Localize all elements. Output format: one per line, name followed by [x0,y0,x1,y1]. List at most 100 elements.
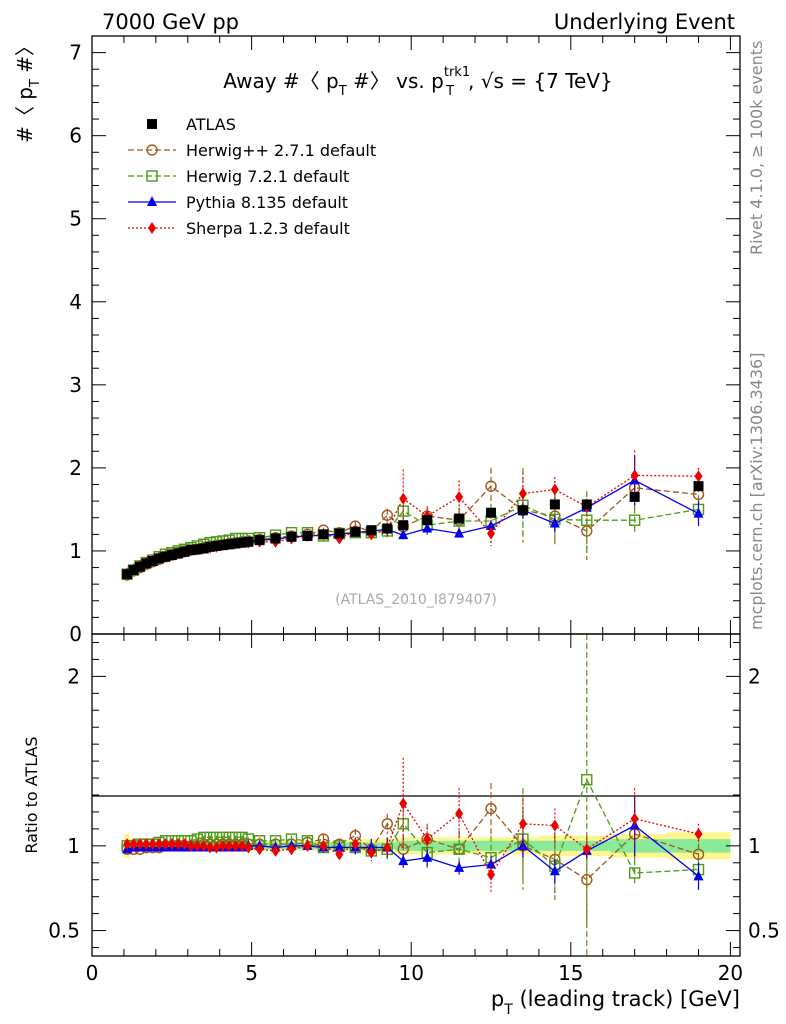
ratio-sherpa-point [630,812,639,825]
ratio-sherpa-point [155,838,164,851]
legend-label: Herwig++ 2.7.1 default [186,141,376,160]
ratio-sherpa-point [287,843,296,856]
main-herwig7-line [126,504,699,575]
y-tick-label: 2 [69,456,82,480]
atlas-point [198,543,209,554]
x-tick-label: 5 [245,961,258,985]
ratio-sherpa-point [212,841,221,854]
y-tick-label: 6 [69,124,82,148]
atlas-point [243,536,254,547]
title-part-sub1: T [338,84,347,99]
title-part-mid: #〉 vs. p [347,69,444,93]
atlas-point [549,499,560,510]
atlas-point [141,558,152,569]
xlabel-part-sub: T [503,1002,513,1018]
ratio-pythia8-point [334,841,345,852]
atlas-point [128,565,139,576]
atlas-point [693,481,704,492]
atlas-point [154,553,165,564]
atlas-point [122,569,133,580]
ratio-pythia8-point [693,870,704,881]
atlas-point [185,545,196,556]
x-tick-label: 15 [558,961,583,985]
ratio-sherpa-point [142,838,151,851]
ratio-pythia8-point [366,841,377,852]
ratio-sherpa-point [174,838,183,851]
ratio-sherpa-point [271,844,280,857]
ratio-sherpa-point [455,807,464,820]
ratio-series [121,634,705,956]
ratio-herwig7-point [628,867,641,879]
ratio-herwig7-point [453,843,465,855]
title-part-sup: trk1 [444,65,470,80]
main-herwig7-point [628,514,641,526]
ratio-herwigpp-point [485,802,497,815]
ratio-sherpa-point [244,841,253,854]
atlas-point [517,505,528,516]
title-part-post: , √s = {7 TeV} [468,69,613,93]
ratio-sherpa-point [518,817,527,830]
ratio-ytick-label: 1 [67,834,80,858]
xlabel-part-post: (leading track) [GeV] [513,987,740,1011]
ratio-sherpa-point [218,839,227,852]
header-left: 7000 GeV pp [102,10,239,34]
y-tick-label: 4 [69,290,82,314]
ratio-herwig7-point [581,774,593,786]
atlas-point [486,507,497,518]
main-pythia8-point [398,529,409,540]
ratio-sherpa-point [238,839,247,852]
ratio-pythia8-point [398,855,409,866]
atlas-point [147,555,158,566]
ratio-sherpa-point [487,868,496,881]
main-pythia8-point [486,520,497,531]
ratio-sherpa-point [367,846,376,859]
ratio-sherpa-point [582,843,591,856]
legend: ATLAS Herwig++ 2.7.1 default Herwig 7.2.1 … [128,115,376,238]
ratio-sherpa-point [161,838,170,851]
atlas-point [366,525,377,536]
atlas-point [224,539,235,550]
atlas-point [581,499,592,510]
main-sherpa-point [630,469,639,482]
atlas-point [230,538,241,549]
ratio-sherpa-point [225,839,234,852]
ratio-sherpa-point [199,839,208,852]
title-part-pre: Away #〈 p [223,69,339,93]
ratio-sherpa-point [148,838,157,851]
main-sherpa-point [455,490,464,503]
ratio-sherpa-point [550,819,559,832]
atlas-point [454,513,465,524]
atlas-point [286,531,297,542]
atlas-point [254,535,265,546]
ratio-sherpa-point [186,839,195,852]
main-pythia8-point [693,507,704,518]
x-tick-label: 10 [398,961,423,985]
main-sherpa-point [694,470,703,483]
watermark: (ATLAS_2010_I879407) [335,592,497,608]
ratio-sherpa-point [255,843,264,856]
ratio-sherpa-point [423,833,432,846]
x-axis-label: pT (leading track) [GeV] [491,987,740,1018]
main-pythia8-point [454,527,465,538]
atlas-point [211,540,222,551]
ratio-ytick-label: 0.5 [48,919,80,943]
atlas-point [179,546,190,557]
atlas-point [302,530,313,541]
ratio-herwigpp-point [581,874,593,886]
atlas-point [382,523,393,534]
ratio-sherpa-point [383,841,392,854]
main-herwigpp-point [485,480,497,492]
y-tick-label: 3 [69,373,82,397]
ratio-sherpa-point [206,841,215,854]
legend-marker [147,119,157,129]
title-part-sub2: T [445,84,454,99]
ratio-ytick-label: 2 [67,664,80,688]
ratio-sherpa-point [319,839,328,852]
ratio-sherpa-point [193,839,202,852]
main-ylabel: #〈 pT #〉 [13,36,43,143]
legend-label: Sherpa 1.2.3 default [186,219,350,238]
atlas-point [398,520,409,531]
ratio-sherpa-point [135,838,144,851]
